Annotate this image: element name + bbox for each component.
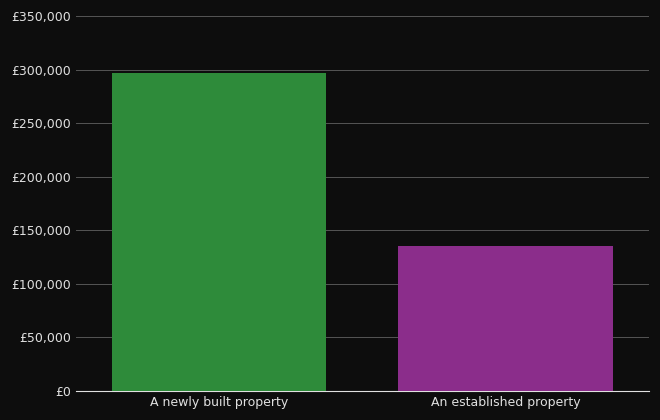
- Bar: [112, 73, 327, 391]
- Bar: [398, 247, 613, 391]
